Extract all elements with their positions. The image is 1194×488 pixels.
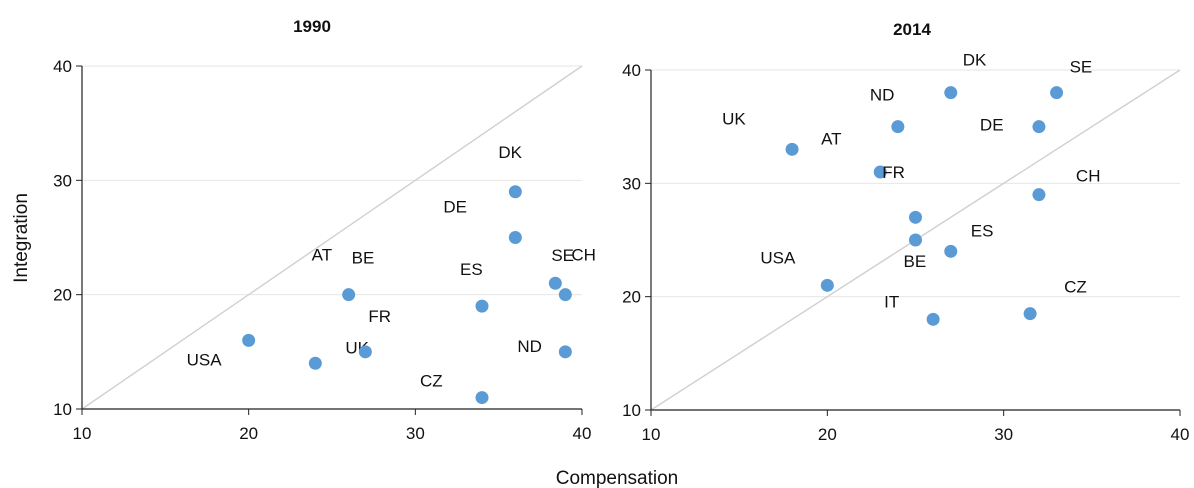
data-point [944, 244, 958, 258]
x-tick-label: 20 [239, 424, 258, 443]
point-label: ES [460, 260, 483, 279]
point-label: DE [443, 198, 467, 217]
point-label: IT [884, 292, 899, 311]
point-label: AT [312, 246, 332, 265]
data-point [909, 233, 922, 247]
data-point [475, 391, 489, 405]
data-point [358, 345, 372, 359]
data-point [548, 276, 562, 290]
panel-title: 2014 [893, 20, 931, 39]
point-label: ES [971, 221, 994, 240]
point-label: CH [571, 246, 596, 265]
y-tick-label: 30 [53, 171, 72, 190]
point-label: SE [1070, 58, 1093, 77]
panel-2014: 2014 10 20 30 40 10 20 30 40 UK AT USA FR ND BE IT ES DK C… [622, 20, 1189, 444]
data-point [1023, 307, 1037, 321]
data-point [242, 333, 256, 347]
x-tick-label: 10 [73, 424, 92, 443]
data-point [1050, 86, 1064, 100]
point-label: AT [821, 129, 841, 148]
point-label: UK [722, 109, 746, 128]
data-point [508, 185, 522, 199]
point-label: DK [963, 51, 987, 70]
x-tick-label: 30 [994, 425, 1013, 444]
point-label: USA [187, 350, 223, 369]
point-label: DE [980, 116, 1004, 135]
data-point [558, 288, 572, 302]
point-label: CH [1076, 167, 1101, 186]
data-point [944, 86, 958, 100]
data-point [820, 278, 834, 292]
data-point [891, 120, 905, 134]
diagonal-reference-line [81, 65, 583, 410]
point-label: ND [870, 86, 895, 105]
y-tick-label: 20 [53, 286, 72, 305]
data-point [909, 210, 922, 224]
data-point [475, 299, 489, 313]
data-point [926, 312, 940, 326]
point-label: SE [551, 246, 574, 265]
y-tick-label: 40 [53, 57, 72, 76]
x-tick-label: 10 [642, 425, 661, 444]
y-tick-label: 20 [622, 288, 641, 307]
data-point [308, 356, 322, 370]
point-label: BE [904, 252, 927, 271]
data-point [508, 231, 522, 244]
x-axis-title: Compensation [556, 468, 679, 488]
data-point [873, 165, 887, 179]
x-tick-label: 40 [1171, 425, 1190, 444]
y-tick-label: 30 [622, 174, 641, 193]
panel-title: 1990 [293, 17, 331, 36]
x-tick-label: 40 [573, 424, 592, 443]
x-tick-label: 20 [818, 425, 837, 444]
data-point [1032, 188, 1046, 202]
data-point [1032, 120, 1046, 134]
y-tick-label: 40 [622, 61, 641, 80]
x-tick-label: 30 [406, 424, 425, 443]
point-label: CZ [420, 372, 443, 391]
point-label: USA [760, 248, 796, 267]
y-tick-label: 10 [622, 401, 641, 420]
data-point [558, 345, 572, 359]
data-point [785, 142, 799, 156]
y-axis-title: Integration [11, 193, 32, 283]
data-point [342, 288, 356, 302]
point-label: ND [517, 337, 542, 356]
point-label: CZ [1064, 278, 1087, 297]
point-label: FR [882, 163, 905, 182]
point-label: BE [352, 249, 375, 268]
point-label: FR [368, 307, 391, 326]
point-label: DK [498, 143, 522, 162]
y-tick-label: 10 [53, 400, 72, 419]
